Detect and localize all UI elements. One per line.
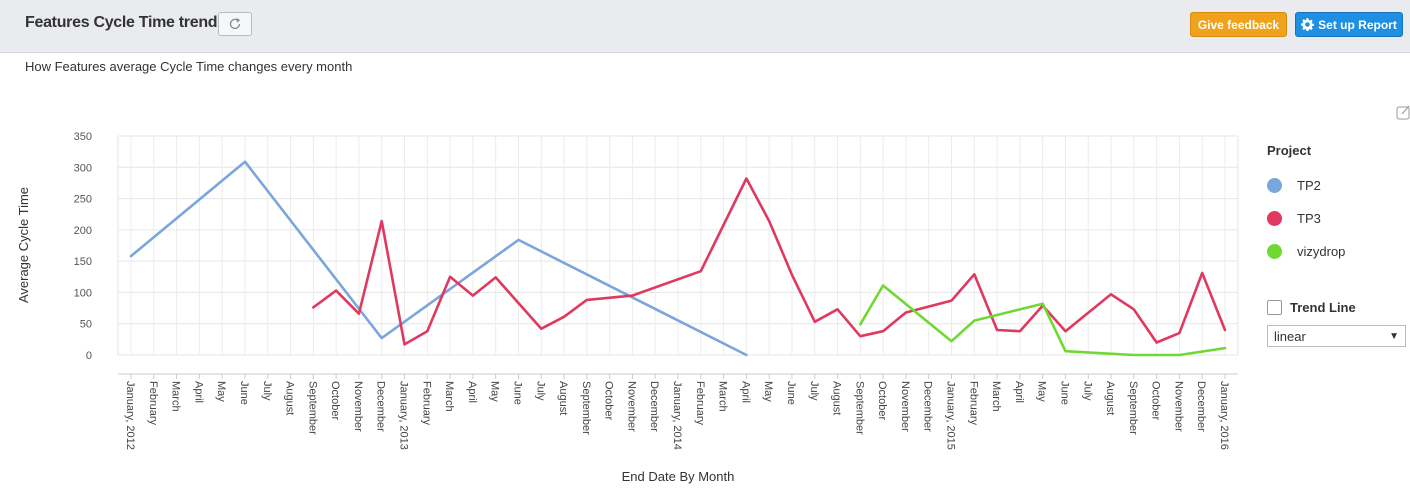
x-tick-label: September bbox=[580, 381, 592, 435]
x-tick-label: June bbox=[238, 381, 250, 405]
trend-line-label: Trend Line bbox=[1290, 300, 1356, 315]
refresh-icon bbox=[229, 18, 241, 30]
chart-series bbox=[129, 160, 1227, 357]
x-tick-label: August bbox=[831, 381, 843, 415]
x-tick-label: February bbox=[967, 381, 979, 426]
header-bar: Features Cycle Time trend Give feedback … bbox=[0, 0, 1410, 53]
x-axis: January, 2012 February March April May June Ju… bbox=[118, 373, 1238, 450]
y-tick-label: 150 bbox=[74, 256, 92, 268]
set-up-report-label: Set up Report bbox=[1318, 17, 1397, 32]
legend-item-tp3[interactable]: TP3 bbox=[1267, 207, 1345, 229]
x-tick-label: August bbox=[284, 381, 296, 415]
x-tick-label: April bbox=[739, 381, 751, 403]
x-tick-label: May bbox=[762, 381, 774, 402]
x-tick-label: February bbox=[147, 381, 159, 426]
x-tick-label: September bbox=[306, 381, 318, 435]
x-tick-label: May bbox=[215, 381, 227, 402]
x-tick-label: January, 2016 bbox=[1218, 381, 1230, 450]
x-tick-label: June bbox=[785, 381, 797, 405]
x-tick-label: April bbox=[1013, 381, 1025, 403]
trend-type-select[interactable]: linear ▼ bbox=[1267, 325, 1406, 347]
x-tick-label: September bbox=[853, 381, 865, 435]
y-tick-label: 100 bbox=[74, 287, 92, 299]
y-tick-label: 50 bbox=[80, 319, 92, 331]
legend-swatch bbox=[1267, 243, 1282, 259]
chart-subtitle: How Features average Cycle Time changes … bbox=[25, 59, 353, 74]
x-tick-label: January, 2014 bbox=[671, 381, 683, 450]
x-tick-label: November bbox=[899, 381, 911, 432]
x-tick-label: December bbox=[648, 381, 660, 432]
legend-label: TP3 bbox=[1297, 210, 1321, 226]
legend-label: TP2 bbox=[1297, 177, 1321, 193]
x-tick-label: October bbox=[876, 381, 888, 420]
chart-grid bbox=[117, 135, 1239, 356]
trend-line-checkbox[interactable] bbox=[1267, 300, 1282, 315]
legend-item-vizydrop[interactable]: vizydrop bbox=[1267, 240, 1345, 262]
x-tick-label: May bbox=[1036, 381, 1048, 402]
x-tick-label: March bbox=[990, 381, 1002, 412]
chevron-down-icon: ▼ bbox=[1389, 330, 1399, 342]
x-tick-label: June bbox=[511, 381, 523, 405]
trend-type-value: linear bbox=[1274, 328, 1306, 344]
x-tick-label: April bbox=[192, 381, 204, 403]
export-icon[interactable] bbox=[1396, 104, 1410, 120]
x-tick-label: October bbox=[329, 381, 341, 420]
x-tick-label: March bbox=[170, 381, 182, 412]
x-tick-label: October bbox=[1150, 381, 1162, 420]
y-tick-label: 350 bbox=[74, 131, 92, 143]
set-up-report-button[interactable]: Set up Report bbox=[1295, 12, 1403, 37]
gear-icon bbox=[1301, 18, 1315, 31]
x-tick-label: February bbox=[694, 381, 706, 426]
x-tick-label: March bbox=[717, 381, 729, 412]
x-axis-title: End Date By Month bbox=[622, 469, 735, 484]
x-tick-label: September bbox=[1127, 381, 1139, 435]
chart-legend: Project TP2 TP3 vizydrop bbox=[1267, 143, 1345, 273]
x-tick-label: December bbox=[1195, 381, 1207, 432]
x-tick-label: July bbox=[534, 381, 546, 401]
trend-line-toggle[interactable]: Trend Line bbox=[1267, 300, 1356, 315]
legend-item-tp2[interactable]: TP2 bbox=[1267, 174, 1345, 196]
x-tick-label: November bbox=[625, 381, 637, 432]
legend-label: vizydrop bbox=[1297, 243, 1346, 259]
x-tick-label: January, 2013 bbox=[398, 381, 410, 450]
y-tick-label: 250 bbox=[74, 194, 92, 206]
x-tick-label: November bbox=[1172, 381, 1184, 432]
x-tick-label: May bbox=[489, 381, 501, 402]
x-tick-label: March bbox=[443, 381, 455, 412]
series-line-vizydrop[interactable] bbox=[859, 284, 1227, 357]
legend-title: Project bbox=[1267, 143, 1312, 158]
series-line-tp2[interactable] bbox=[129, 160, 748, 357]
y-tick-label: 0 bbox=[86, 350, 92, 362]
series-line-tp3[interactable] bbox=[312, 177, 1227, 346]
x-tick-label: August bbox=[1104, 381, 1116, 415]
y-axis: 0 50 100 150 200 250 300 350 bbox=[74, 131, 92, 362]
x-tick-label: January, 2015 bbox=[945, 381, 957, 450]
x-tick-label: June bbox=[1058, 381, 1070, 405]
give-feedback-button[interactable]: Give feedback bbox=[1190, 12, 1287, 37]
x-tick-label: January, 2012 bbox=[124, 381, 136, 450]
y-tick-label: 200 bbox=[74, 225, 92, 237]
line-chart: 0 50 100 150 200 250 300 350 January, 2012 Febru… bbox=[16, 131, 1239, 484]
y-axis-title: Average Cycle Time bbox=[16, 187, 31, 303]
x-tick-label: July bbox=[808, 381, 820, 401]
refresh-button[interactable] bbox=[218, 12, 252, 36]
page-title: Features Cycle Time trend bbox=[25, 14, 218, 31]
x-tick-label: November bbox=[352, 381, 364, 432]
x-tick-label: August bbox=[557, 381, 569, 415]
legend-swatch bbox=[1267, 210, 1282, 226]
x-tick-label: December bbox=[375, 381, 387, 432]
y-tick-label: 300 bbox=[74, 162, 92, 174]
x-tick-label: July bbox=[261, 381, 273, 401]
x-tick-label: July bbox=[1081, 381, 1093, 401]
x-tick-label: December bbox=[922, 381, 934, 432]
x-tick-label: April bbox=[466, 381, 478, 403]
x-tick-label: October bbox=[603, 381, 615, 420]
legend-swatch bbox=[1267, 177, 1282, 193]
x-tick-label: February bbox=[420, 381, 432, 426]
